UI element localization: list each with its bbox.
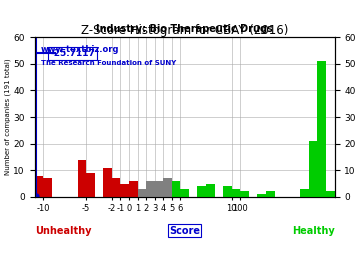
Text: Score: Score	[169, 225, 200, 235]
Text: Unhealthy: Unhealthy	[35, 225, 91, 235]
Bar	[138, 189, 146, 197]
Text: -25.7117: -25.7117	[50, 49, 95, 58]
Y-axis label: Number of companies (191 total): Number of companies (191 total)	[4, 59, 11, 175]
Bar	[257, 194, 266, 197]
Text: Healthy: Healthy	[292, 225, 334, 235]
Bar	[86, 173, 95, 197]
Bar	[223, 186, 232, 197]
Bar	[112, 178, 120, 197]
Bar	[232, 189, 240, 197]
Bar	[77, 160, 86, 197]
Bar	[172, 181, 180, 197]
Bar	[43, 178, 52, 197]
Bar	[35, 176, 43, 197]
Bar	[146, 181, 155, 197]
Bar	[155, 181, 163, 197]
Text: Industry: Bio Therapeutic Drugs: Industry: Bio Therapeutic Drugs	[96, 24, 273, 34]
Bar	[300, 189, 309, 197]
Text: www.textbiz.org: www.textbiz.org	[41, 45, 119, 54]
Bar	[180, 189, 189, 197]
Bar	[309, 141, 318, 197]
Bar	[240, 191, 249, 197]
Bar	[318, 61, 326, 197]
Bar	[103, 168, 112, 197]
Bar	[198, 186, 206, 197]
Text: The Research Foundation of SUNY: The Research Foundation of SUNY	[41, 60, 176, 66]
Title: Z-Score Histogram for CBAY (2016): Z-Score Histogram for CBAY (2016)	[81, 24, 288, 37]
Bar	[266, 191, 275, 197]
Bar	[206, 184, 215, 197]
Bar	[326, 191, 334, 197]
Bar	[129, 181, 138, 197]
Bar	[163, 178, 172, 197]
Bar	[120, 184, 129, 197]
